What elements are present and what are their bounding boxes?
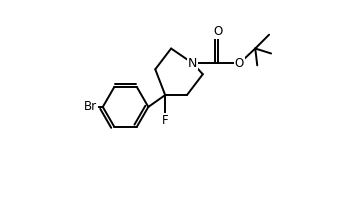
Text: F: F bbox=[162, 114, 169, 127]
Text: O: O bbox=[213, 25, 222, 38]
Text: O: O bbox=[235, 57, 244, 70]
Text: Br: Br bbox=[84, 100, 98, 113]
Text: N: N bbox=[188, 57, 198, 70]
